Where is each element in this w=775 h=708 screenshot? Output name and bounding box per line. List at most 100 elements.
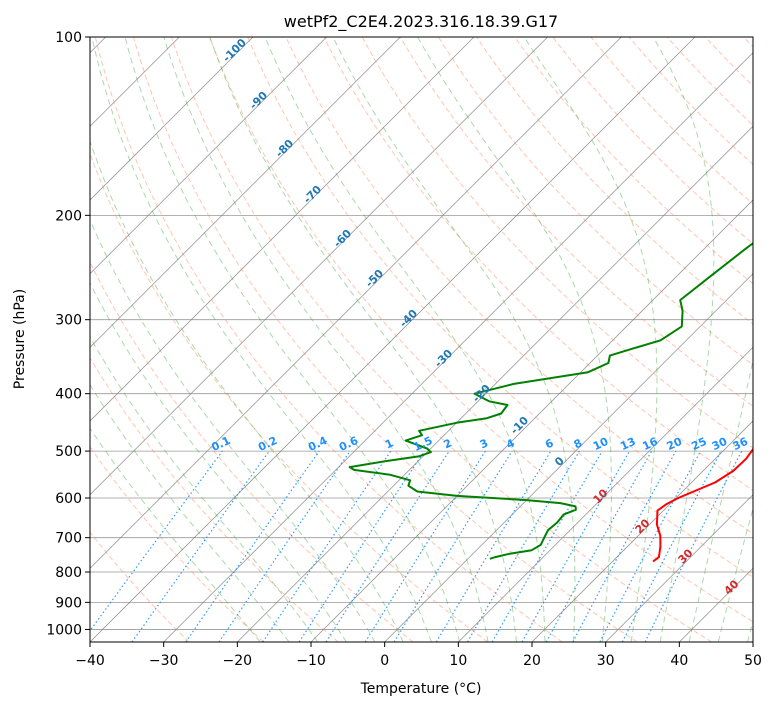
x-tick-label: −20 [223,653,253,669]
dry-adiabat-label: -10 [508,414,531,437]
x-tick-label: 20 [523,653,541,669]
moist-adiabat [523,37,658,642]
dry-adiabat [90,446,264,642]
isotherm-gridline [531,420,753,642]
mixing-ratio-line [131,450,270,642]
mixing-ratio-label: 1 [383,436,395,451]
isotherm-gridline [163,52,753,642]
dry-adiabat [94,37,563,642]
dry-adiabat [399,37,753,407]
dry-adiabat [132,37,638,642]
dry-adiabat [90,260,414,642]
mixing-ratio-line [545,450,653,642]
moist-adiabat [652,37,715,642]
dry-adiabat [90,356,339,642]
x-tick-label: 50 [744,653,762,669]
mixing-ratio-label: 2 [442,436,454,451]
isotherm-gridline [90,37,475,422]
mixing-ratio-line [325,450,450,642]
x-tick-label: −40 [75,653,105,669]
dry-adiabat-label: -60 [331,227,354,250]
mixing-ratio-line [364,450,486,642]
dewpoint-profile-line [348,241,753,560]
mixing-ratio-label: 20 [665,435,685,453]
x-tick-label: 10 [449,653,467,669]
mixing-ratio-line [466,450,580,642]
plot-frame [89,36,754,643]
moist-adiabat [417,37,612,642]
moist-adiabat [90,218,376,642]
dry-adiabat [285,37,753,535]
y-tick-label: 600 [55,491,82,507]
dry-adiabat-label: -50 [363,267,386,290]
moist-adiabat-label: 40 [722,577,742,597]
dry-adiabat-label: -70 [301,183,324,206]
mixing-ratio-label: 3 [478,436,490,451]
y-axis-label: Pressure (hPa) [12,289,28,389]
dry-adiabat [209,37,753,623]
y-tick-label: 100 [55,30,82,46]
moist-adiabat-label: 10 [591,486,611,506]
y-tick-label: 400 [55,387,82,403]
dry-adiabat [590,37,753,205]
moist-adiabat [332,37,576,642]
moist-adiabat [209,37,517,642]
dry-adiabat [247,37,753,578]
mixing-ratio-line [621,450,722,642]
moist-adiabat [124,37,461,642]
isotherm-gridline [384,273,753,642]
isotherm-gridline [90,37,254,201]
x-tick-label: −10 [296,653,326,669]
mixing-ratio-label: 10 [591,435,611,453]
x-tick-label: 40 [670,653,688,669]
x-axis: −40 −30 −20 −10 0 10 20 30 40 50 [75,642,762,669]
moist-adiabat [90,383,290,642]
moist-adiabat [91,37,432,642]
dry-adiabat [437,37,753,366]
moist-adiabat [90,335,319,642]
mixing-ratio-label: 25 [689,435,708,453]
mixing-ratio-label: 36 [731,435,751,453]
mixing-ratio-line [185,450,320,642]
mixing-ratio-line [572,450,677,642]
isotherm-gridline [90,37,327,275]
y-tick-label: 1000 [46,622,82,638]
background-lines-layer [90,37,753,642]
y-tick-label: 900 [55,595,82,611]
dry-adiabat [361,37,753,449]
x-tick-label: 0 [380,653,389,669]
moist-adiabat-label: 20 [633,516,653,536]
mixing-ratio-line [262,450,392,642]
moist-adiabat [90,139,404,642]
x-tick-label: 30 [597,653,615,669]
isotherm-gridline [679,567,753,642]
isotherm-gridline [90,37,696,642]
y-axis: 100 200 300 400 500 600 700 800 900 1000 [46,30,90,638]
moist-adiabat [90,281,347,642]
mixing-ratio-line [491,450,603,642]
dry-adiabat-label: -30 [432,347,455,370]
dry-adiabat-label: -100 [220,36,249,65]
dry-adiabat [171,37,712,642]
mixing-ratio-line [435,450,552,642]
mixing-ratio-line [521,450,631,642]
isotherm-gridline [90,37,622,569]
moist-adiabat-label: 30 [676,546,696,566]
moist-adiabat [688,357,753,642]
mixing-ratio-line [90,450,223,632]
mixing-ratio-label: 4 [504,436,517,451]
line-labels-layer: -100-90-80-70-60-50-40-30-20-10010203040… [209,36,750,598]
moist-adiabat [717,506,753,642]
y-tick-label: 200 [55,208,82,224]
dry-adiabat-label: -90 [247,89,270,112]
isotherm-gridline [237,125,753,642]
isotherm-gridline [605,494,753,642]
dry-adiabat-label: -80 [273,137,296,160]
dry-adiabat [704,37,753,87]
x-tick-label: −30 [149,653,179,669]
x-axis-label: Temperature (°C) [360,681,482,697]
moist-adiabat [163,37,489,642]
mixing-ratio-label: 6 [543,436,556,451]
temperature-profile-line [652,447,753,563]
